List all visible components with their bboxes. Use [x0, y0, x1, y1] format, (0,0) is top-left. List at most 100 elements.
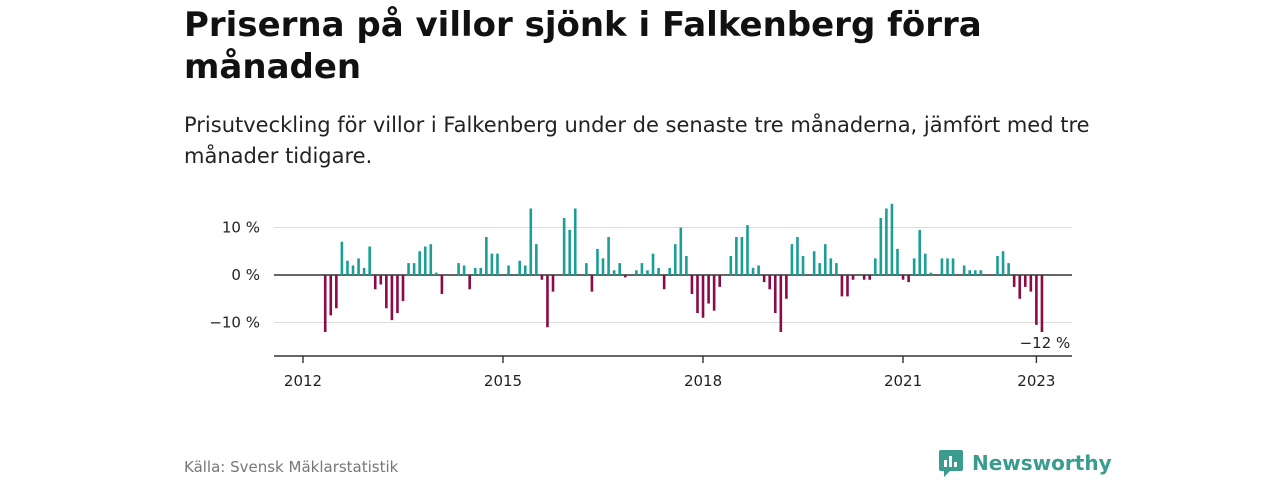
bar-positive [873, 258, 877, 276]
source-note: Källa: Svensk Mäklarstatistik [184, 458, 399, 476]
bar-positive [429, 244, 433, 276]
bar-negative [907, 275, 910, 283]
bar-negative [690, 275, 694, 294]
last-value-label: −12 % [1020, 334, 1071, 352]
bar-positive [585, 263, 588, 276]
bar-positive [507, 265, 510, 275]
bar-negative [696, 275, 699, 313]
bar-negative [323, 275, 327, 332]
bar-positive [568, 229, 571, 276]
bar-positive [596, 248, 599, 276]
bar-positive [462, 265, 466, 275]
bar-positive [735, 237, 738, 275]
bar-positive [729, 256, 733, 275]
bar-negative [712, 275, 716, 311]
x-tick-label: 2015 [484, 372, 522, 390]
bar-positive [685, 256, 688, 275]
bar-negative [546, 275, 549, 328]
newsworthy-bar-chart-icon [939, 450, 963, 477]
bar-positive [790, 244, 794, 276]
bar-negative [590, 275, 594, 292]
bar-negative [540, 275, 544, 280]
bar-negative [335, 275, 338, 309]
x-tick-label: 2012 [284, 372, 322, 390]
bar-positive [812, 251, 816, 275]
bar-positive [746, 225, 749, 276]
bar-positive [923, 253, 927, 276]
bar-negative [762, 275, 766, 283]
bar-positive [618, 263, 621, 276]
bar-positive [435, 272, 438, 276]
bar-positive [562, 218, 566, 275]
bar-negative [401, 275, 405, 302]
bar-positive [657, 267, 660, 276]
y-tick-label: 10 % [222, 219, 260, 237]
bar-positive [407, 263, 410, 276]
bar-positive [351, 265, 355, 275]
newsworthy-logo: Newsworthy [938, 448, 1112, 478]
bar-positive [485, 237, 488, 275]
bar-negative [390, 275, 394, 321]
bar-negative [779, 275, 783, 332]
bar-positive [885, 208, 888, 275]
bar-positive [340, 241, 344, 275]
bar-positive [607, 237, 610, 275]
annotations: −12 % [1020, 334, 1071, 352]
bar-negative [1035, 275, 1038, 325]
bar-positive [979, 270, 983, 275]
bar-positive [412, 263, 416, 276]
bar-positive [457, 263, 460, 276]
bar-positive [818, 263, 822, 276]
bar-positive [635, 270, 638, 275]
bar-positive [835, 263, 838, 276]
bar-positive [996, 256, 999, 275]
bar-positive [940, 258, 944, 276]
bar-positive [823, 244, 827, 276]
bar-positive [362, 267, 366, 276]
bar-negative [773, 275, 777, 313]
bar-positive [479, 267, 483, 276]
y-tick-label: −10 % [209, 314, 260, 332]
bar-positive [651, 253, 655, 276]
bar-negative [785, 275, 788, 299]
bar-negative [396, 275, 399, 313]
chart-subtitle: Prisutveckling för villor i Falkenberg u… [184, 113, 1090, 168]
bar-positive [946, 258, 949, 276]
bar-negative [551, 275, 555, 292]
bar-positive [918, 229, 922, 276]
x-axis-labels: 2012 2015 2018 2021 2023 [284, 372, 1056, 390]
grid-lines [274, 227, 1072, 323]
bar-positive [829, 258, 833, 276]
bar-positive [679, 227, 683, 275]
bar-positive [346, 260, 349, 275]
bar-positive [423, 246, 427, 275]
bar-negative [840, 275, 844, 297]
logo-text: Newsworthy [972, 451, 1112, 475]
bar-negative [868, 275, 872, 280]
bar-positive [929, 272, 933, 276]
bar-negative [440, 275, 444, 294]
bar-positive [962, 265, 966, 275]
bar-positive [646, 270, 649, 275]
bar-negative [1029, 275, 1033, 292]
y-tick-label: 0 % [231, 266, 260, 284]
bar-positive [368, 246, 371, 275]
bar-negative [468, 275, 471, 290]
bar-positive [496, 253, 499, 276]
bar-negative [701, 275, 705, 318]
bar-positive [523, 265, 527, 275]
bar-negative [901, 275, 905, 280]
bar-positive [668, 267, 671, 276]
bar-positive [490, 253, 494, 276]
bar-positive [968, 270, 972, 275]
bar-negative [846, 275, 849, 297]
bar-positive [801, 256, 805, 275]
bar-positive [740, 237, 744, 275]
bar-negative [862, 275, 866, 280]
bar-negative [851, 275, 855, 280]
bar-positive [673, 244, 677, 276]
bar-negative [385, 275, 388, 309]
bar-positive [473, 267, 477, 276]
x-tick-label: 2023 [1017, 372, 1055, 390]
bar-negative [623, 275, 627, 278]
